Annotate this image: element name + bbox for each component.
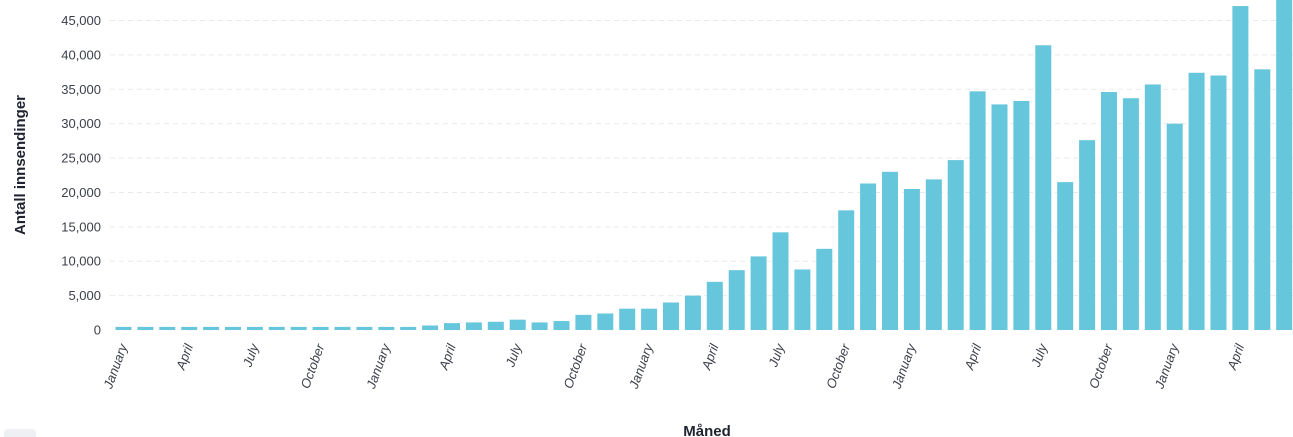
x-tick-label: July <box>1028 340 1051 369</box>
bar[interactable] <box>575 314 592 330</box>
bar[interactable] <box>1144 84 1161 330</box>
bar[interactable] <box>1254 69 1271 331</box>
bar[interactable] <box>750 256 767 330</box>
bar[interactable] <box>159 326 176 330</box>
bar[interactable] <box>465 322 482 330</box>
y-tick-label: 5,000 <box>68 288 101 303</box>
bar[interactable] <box>597 313 614 330</box>
bar[interactable] <box>334 326 351 330</box>
y-tick-label: 25,000 <box>61 151 101 166</box>
x-tick-label: January <box>363 340 394 391</box>
bar[interactable] <box>312 326 329 330</box>
bar[interactable] <box>816 248 833 330</box>
bar[interactable] <box>268 326 285 330</box>
x-tick-label: April <box>173 341 197 373</box>
bar[interactable] <box>400 326 417 330</box>
y-axis-ticks: 0 5,000 10,000 15,000 20,000 25,000 30,000 35,0… <box>61 13 101 338</box>
bar[interactable] <box>903 189 920 330</box>
bar[interactable] <box>553 321 570 330</box>
bar[interactable] <box>684 295 701 330</box>
bar[interactable] <box>1079 140 1096 330</box>
y-tick-label: 30,000 <box>61 116 101 131</box>
gridlines <box>110 20 1293 297</box>
bar[interactable] <box>641 308 658 330</box>
bar[interactable] <box>444 323 460 330</box>
bar[interactable] <box>1122 98 1139 330</box>
bar[interactable] <box>531 322 548 330</box>
x-tick-label: October <box>298 341 328 390</box>
x-tick-label: July <box>239 340 262 369</box>
x-tick-label: July <box>502 340 525 369</box>
y-tick-label: 45,000 <box>61 13 101 28</box>
bar[interactable] <box>203 326 220 330</box>
bar[interactable] <box>181 326 198 330</box>
x-axis-ticks: January April July October January April July O… <box>100 340 1248 391</box>
bar[interactable] <box>619 308 636 330</box>
bar[interactable] <box>290 326 307 330</box>
corner-tab[interactable] <box>4 429 36 437</box>
x-tick-label: April <box>961 341 985 373</box>
bar[interactable] <box>838 210 855 330</box>
y-tick-label: 20,000 <box>61 185 101 200</box>
bar[interactable] <box>225 326 241 330</box>
bar[interactable] <box>1276 0 1293 330</box>
x-tick-label: January <box>888 340 919 391</box>
y-tick-label: 15,000 <box>61 219 101 234</box>
bar[interactable] <box>925 179 942 330</box>
bar[interactable] <box>137 326 154 330</box>
y-tick-label: 35,000 <box>61 82 101 97</box>
bar[interactable] <box>706 281 723 330</box>
bar[interactable] <box>1232 6 1249 330</box>
y-tick-label: 10,000 <box>61 254 101 269</box>
bar[interactable] <box>991 104 1008 330</box>
bar[interactable] <box>509 319 526 330</box>
bar[interactable] <box>969 91 986 330</box>
bar[interactable] <box>728 270 745 330</box>
bar[interactable] <box>1013 100 1030 330</box>
y-axis-label: Antall innsendinger <box>12 95 29 235</box>
bar[interactable] <box>487 321 504 330</box>
bar[interactable] <box>794 269 811 330</box>
bar[interactable] <box>1101 92 1117 330</box>
bar[interactable] <box>947 160 964 330</box>
x-tick-label: October <box>1086 341 1116 390</box>
x-axis-label: Måned <box>683 423 731 437</box>
bars <box>115 0 1293 331</box>
bar[interactable] <box>1166 123 1183 331</box>
bar[interactable] <box>356 326 373 330</box>
bar[interactable] <box>1057 182 1074 330</box>
bar[interactable] <box>1035 45 1052 330</box>
bar[interactable] <box>882 171 898 330</box>
x-tick-label: January <box>626 340 657 391</box>
x-tick-label: July <box>765 340 788 369</box>
bar[interactable] <box>246 326 263 330</box>
bar[interactable] <box>860 183 877 330</box>
bar[interactable] <box>422 325 439 330</box>
x-tick-label: January <box>1151 340 1182 391</box>
x-tick-label: October <box>560 341 590 390</box>
bar[interactable] <box>772 232 789 330</box>
bar[interactable] <box>378 326 395 330</box>
bar[interactable] <box>1210 75 1227 331</box>
x-tick-label: October <box>823 341 853 390</box>
bar[interactable] <box>115 326 132 330</box>
x-tick-label: April <box>435 341 459 373</box>
x-tick-label: January <box>100 340 131 391</box>
x-tick-label: April <box>698 341 722 373</box>
x-tick-label: April <box>1224 341 1248 373</box>
bar[interactable] <box>1188 72 1205 330</box>
bar[interactable] <box>663 302 679 330</box>
y-tick-label: 0 <box>94 323 101 338</box>
y-tick-label: 40,000 <box>61 47 101 62</box>
